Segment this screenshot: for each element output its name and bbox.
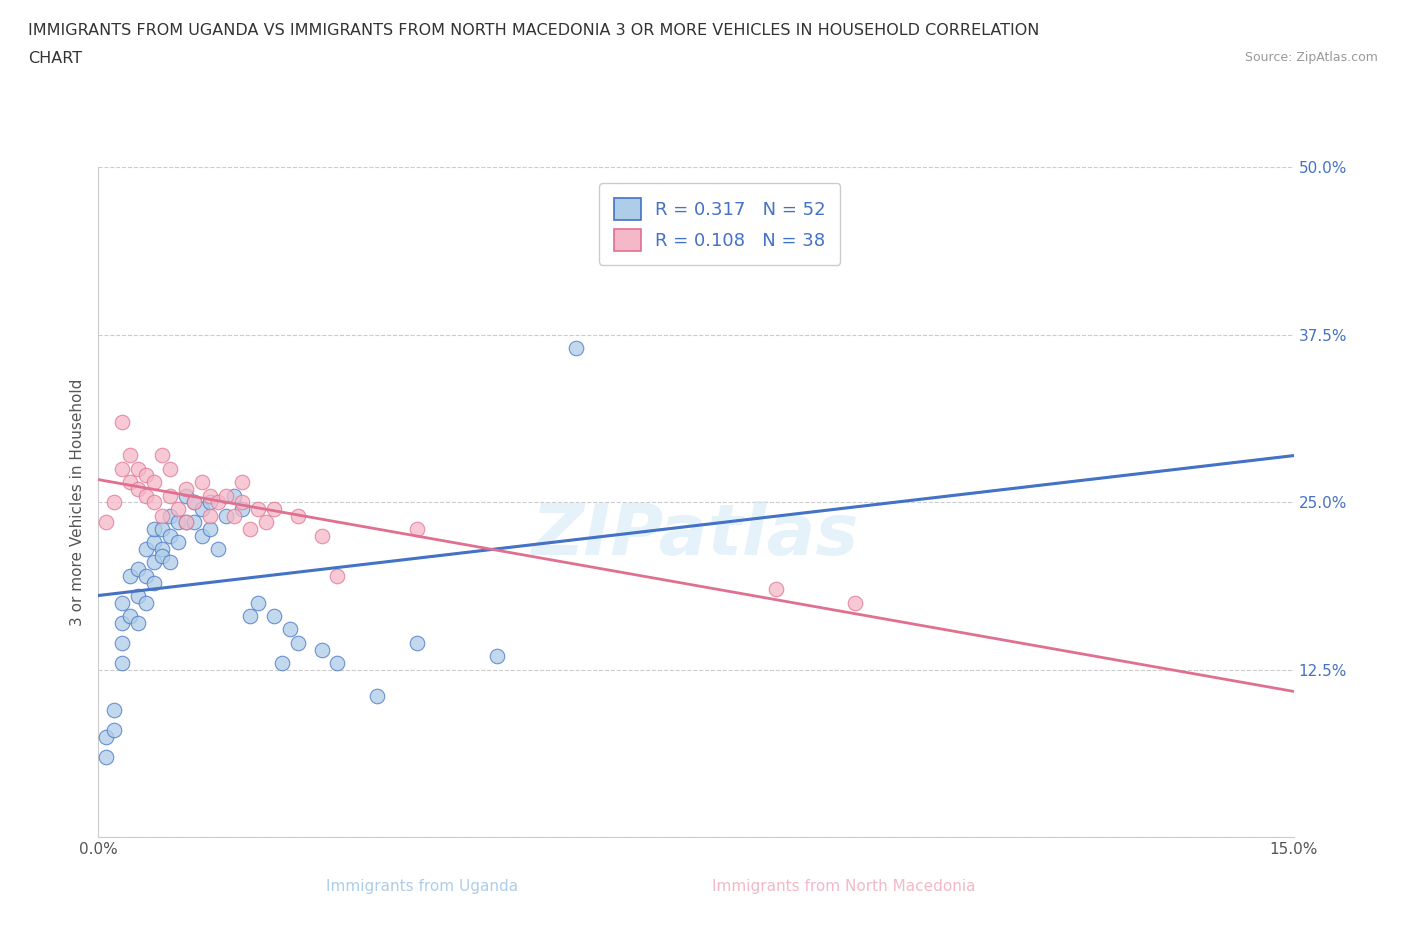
Point [120,448,142,463]
Point [254,515,277,530]
Point [103,495,125,510]
Point [366,689,388,704]
Point [135,488,157,503]
Point [150,522,173,537]
Point [207,495,229,510]
Point [111,635,134,650]
Point [174,482,197,497]
Point [183,515,205,530]
Point [135,541,157,556]
Text: Source: ZipAtlas.com: Source: ZipAtlas.com [1244,51,1378,64]
Point [239,608,262,623]
Point [143,575,166,590]
Point [120,568,142,583]
Point [222,508,245,523]
Point [174,488,197,503]
Point [270,656,292,671]
Point [222,488,245,503]
Point [103,723,125,737]
Point [159,461,181,476]
Point [150,508,173,523]
Text: ZIPatlas: ZIPatlas [533,501,859,570]
Point [231,474,253,489]
Point [159,488,181,503]
Point [326,568,349,583]
Point [231,501,253,516]
Point [127,482,149,497]
Point [96,750,118,764]
Point [150,541,173,556]
Point [239,522,262,537]
Point [246,595,269,610]
Point [231,495,253,510]
Point [143,495,166,510]
Point [191,528,214,543]
Y-axis label: 3 or more Vehicles in Household: 3 or more Vehicles in Household [69,379,84,626]
Point [311,642,333,657]
Point [111,415,134,430]
Point [143,474,166,489]
Point [263,501,285,516]
Text: IMMIGRANTS FROM UGANDA VS IMMIGRANTS FROM NORTH MACEDONIA 3 OR MORE VEHICLES IN : IMMIGRANTS FROM UGANDA VS IMMIGRANTS FRO… [28,23,1039,38]
Point [326,656,349,671]
Point [135,468,157,483]
Point [191,474,214,489]
Point [127,461,149,476]
Point [263,608,285,623]
Text: Immigrants from Uganda: Immigrants from Uganda [326,879,517,894]
Point [844,595,866,610]
Point [135,595,157,610]
Point [485,649,508,664]
Point [120,474,142,489]
Point [143,535,166,550]
Point [198,508,221,523]
Point [135,568,157,583]
Point [120,608,142,623]
Point [406,522,429,537]
Point [103,702,125,717]
Point [167,501,190,516]
Point [127,562,149,577]
Text: Immigrants from North Macedonia: Immigrants from North Macedonia [711,879,976,894]
Point [159,508,181,523]
Point [406,635,429,650]
Point [96,515,118,530]
Point [159,528,181,543]
Text: CHART: CHART [28,51,82,66]
Point [96,729,118,744]
Point [111,595,134,610]
Point [127,589,149,604]
Point [198,522,221,537]
Point [150,448,173,463]
Point [287,508,309,523]
Point [111,656,134,671]
Point [143,555,166,570]
Point [198,488,221,503]
Point [111,461,134,476]
Point [167,515,190,530]
Point [174,515,197,530]
Point [127,616,149,631]
Point [278,622,301,637]
Point [198,495,221,510]
Point [246,501,269,516]
Point [159,555,181,570]
Point [311,528,333,543]
Point [191,501,214,516]
Point [143,522,166,537]
Point [565,340,588,355]
Point [150,549,173,564]
Point [174,515,197,530]
Point [183,495,205,510]
Point [215,488,238,503]
Point [215,508,238,523]
Point [287,635,309,650]
Point [167,535,190,550]
Legend: R = 0.317   N = 52, R = 0.108   N = 38: R = 0.317 N = 52, R = 0.108 N = 38 [599,183,841,265]
Point [765,582,787,597]
Point [207,541,229,556]
Point [111,616,134,631]
Point [183,495,205,510]
